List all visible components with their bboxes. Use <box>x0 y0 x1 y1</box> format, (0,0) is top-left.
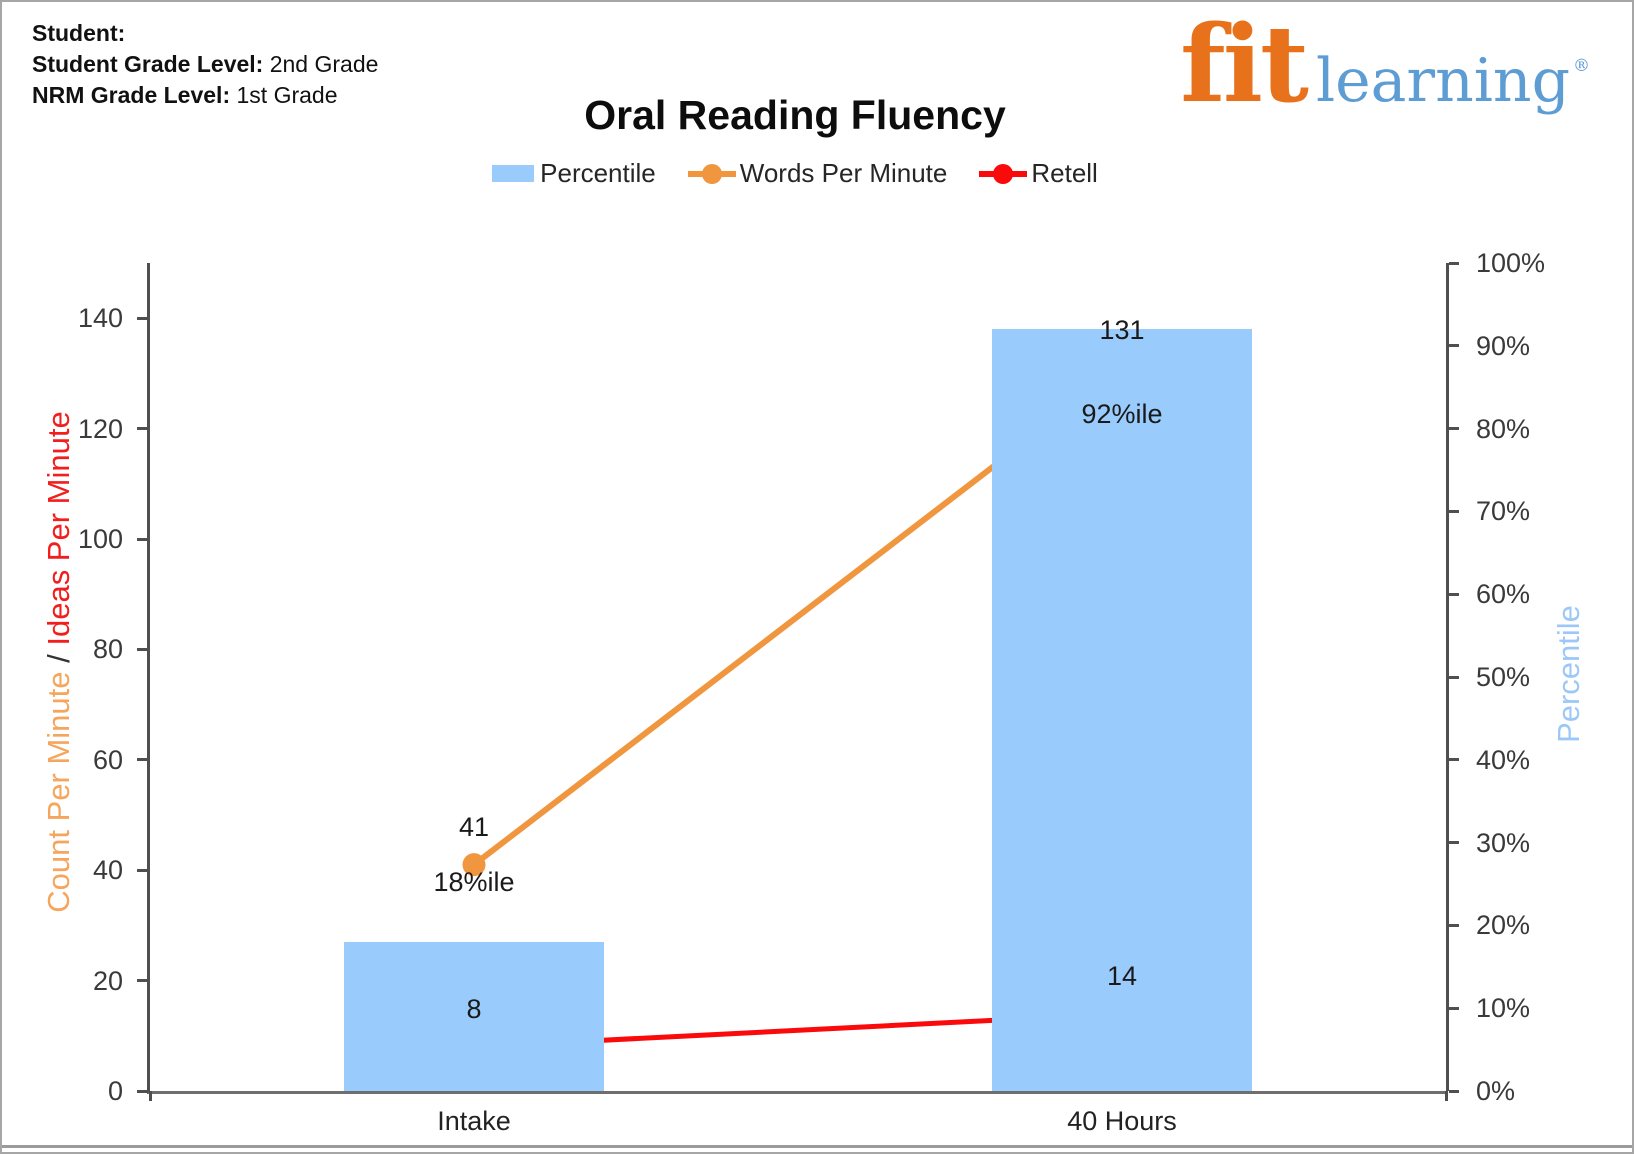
student-info-block: Student: Student Grade Level: 2nd Grade … <box>32 18 378 111</box>
right-axis-tick-label: 100% <box>1476 248 1546 278</box>
student-grade-value: 2nd Grade <box>269 51 379 77</box>
words-per-minute-marker <box>462 853 486 877</box>
retell-data-label: 8 <box>466 993 482 1024</box>
legend-item-words-per-minute: Words Per Minute <box>687 158 948 189</box>
right-axis-tick-label: 20% <box>1476 910 1531 941</box>
right-axis-tick-label: 70% <box>1476 496 1531 527</box>
student-label: Student: <box>32 20 126 46</box>
left-axis-tick <box>137 1089 147 1093</box>
x-axis-category-label: Intake <box>437 1106 511 1136</box>
left-axis-tick <box>137 979 147 983</box>
left-axis-tick-label: 140 <box>77 303 123 334</box>
right-axis-tick <box>1449 841 1459 845</box>
words-per-minute-data-label: 41 <box>458 811 490 842</box>
nrm-grade-row: NRM Grade Level: 1st Grade <box>32 80 378 111</box>
right-axis-tick-label: 80% <box>1476 413 1531 444</box>
legend-label: Retell <box>1031 158 1098 188</box>
left-axis-tick-label: 40 <box>92 855 123 886</box>
logo-learning-text: learning <box>1315 46 1570 116</box>
category-axis-tick <box>1444 1091 1448 1101</box>
logo-fit-text: fit <box>1180 1 1309 126</box>
legend-line-marker-icon <box>993 163 1014 184</box>
percentile-bar <box>344 941 604 1091</box>
legend-label: Words Per Minute <box>739 158 948 188</box>
left-axis-title-separator: / <box>41 645 76 672</box>
left-axis-tick <box>137 758 147 762</box>
student-grade-label: Student Grade Level: <box>32 51 264 77</box>
left-axis-tick-label: 0 <box>107 1076 123 1106</box>
left-axis-title-count: Count Per Minute <box>41 671 76 913</box>
left-axis-tick <box>137 647 147 651</box>
legend-line-swatch-icon <box>979 163 1028 184</box>
left-axis-tick <box>137 868 147 872</box>
right-axis-tick <box>1449 758 1459 762</box>
words-per-minute-data-label: 131 <box>1099 314 1145 345</box>
category-axis-tick <box>148 1091 152 1101</box>
right-axis-tick <box>1449 427 1459 431</box>
plot-area: 0 20 40 60 80 100 120 140 0% 10% 20% 30% 40% 50% 60% 70… <box>78 248 1545 1136</box>
left-axis-tick-label: 80 <box>92 634 123 665</box>
right-axis-tick-label: 60% <box>1476 579 1531 610</box>
legend-label: Percentile <box>540 158 656 188</box>
right-axis-tick-label: 0% <box>1476 1076 1516 1106</box>
left-axis-tick <box>137 427 147 431</box>
nrm-grade-value: 1st Grade <box>236 82 338 108</box>
right-axis-line <box>1446 263 1449 1091</box>
percentile-data-label: 92%ile <box>1081 399 1163 430</box>
right-axis-tick-label: 90% <box>1476 330 1531 361</box>
legend-bar-swatch-icon <box>492 165 535 182</box>
left-axis-title-ideas: Ideas Per Minute <box>41 411 76 646</box>
percentile-data-label: 18%ile <box>433 866 515 897</box>
legend-line-swatch-icon <box>687 163 736 184</box>
left-axis-tick <box>137 316 147 320</box>
right-axis-tick <box>1449 344 1459 348</box>
right-axis-tick-label: 40% <box>1476 744 1531 775</box>
right-axis-tick <box>1449 261 1459 265</box>
x-axis-category-label: 40 Hours <box>1067 1106 1177 1136</box>
left-axis-tick-label: 120 <box>77 413 123 444</box>
left-axis-title: Count Per Minute / Ideas Per Minute <box>41 411 77 912</box>
student-row: Student: <box>32 18 378 49</box>
right-axis-tick <box>1449 1006 1459 1010</box>
right-axis-tick-label: 10% <box>1476 993 1531 1024</box>
student-grade-row: Student Grade Level: 2nd Grade <box>32 49 378 80</box>
right-axis-tick <box>1449 509 1459 513</box>
percentile-bar <box>992 329 1252 1091</box>
nrm-grade-label: NRM Grade Level: <box>32 82 231 108</box>
chart-title: Oral Reading Fluency <box>584 92 1006 138</box>
right-axis-tick <box>1449 592 1459 596</box>
right-axis-tick <box>1449 675 1459 679</box>
left-axis-tick-label: 60 <box>92 744 123 775</box>
registered-trademark-icon: ® <box>1573 56 1590 76</box>
left-axis-tick <box>137 537 147 541</box>
legend-line-marker-icon <box>701 163 722 184</box>
chart-bottom-border <box>2 1145 1632 1148</box>
chart-legend: Percentile Words Per Minute Retell <box>147 158 1443 189</box>
right-axis-title: Percentile <box>1551 605 1586 743</box>
legend-item-percentile: Percentile <box>492 158 656 189</box>
legend-item-retell: Retell <box>979 158 1098 189</box>
right-axis-tick-label: 30% <box>1476 827 1531 858</box>
left-axis-tick-label: 20 <box>92 965 123 996</box>
right-axis-tick <box>1449 1089 1459 1093</box>
left-axis-tick-label: 100 <box>77 524 123 554</box>
retell-data-label: 14 <box>1106 960 1138 991</box>
right-axis-tick <box>1449 923 1459 927</box>
right-axis-tick-label: 50% <box>1476 662 1531 692</box>
fit-learning-logo: fit learning ® <box>1180 1 1590 126</box>
